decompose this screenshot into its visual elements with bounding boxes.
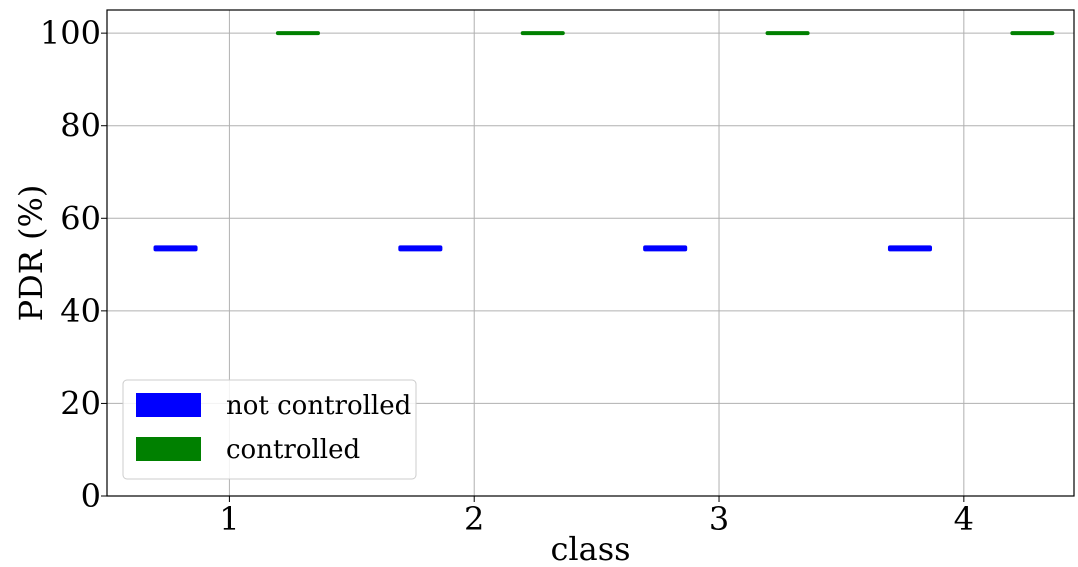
box-controlled-class-2	[520, 31, 565, 36]
legend-label-not-controlled: not controlled	[226, 391, 411, 421]
box-not-controlled-class-4	[887, 245, 933, 252]
y-tick-label: 20	[60, 384, 101, 422]
box-controlled-class-1	[275, 31, 320, 36]
x-axis-label: class	[550, 530, 630, 567]
plot-frame	[106, 9, 1075, 497]
data-marks	[153, 31, 1055, 252]
y-tick-label: 40	[60, 292, 101, 330]
tick-labels: 0 20 40 60 80 100 1 2 3 4	[40, 14, 974, 538]
box-controlled-class-3	[765, 31, 810, 36]
box-not-controlled-class-2	[398, 245, 443, 252]
legend-swatch-controlled	[136, 437, 201, 461]
box-not-controlled-class-3	[643, 245, 688, 252]
legend: not controlled controlled	[122, 379, 417, 480]
x-tick-label: 3	[709, 500, 729, 538]
x-tick-label: 2	[464, 500, 484, 538]
y-tick-label: 80	[60, 107, 101, 145]
y-axis-label: PDR (%)	[12, 185, 50, 322]
y-tick-label: 100	[40, 14, 101, 52]
y-tick-label: 60	[60, 199, 101, 237]
legend-label-controlled: controlled	[226, 435, 360, 465]
box-not-controlled-class-1	[153, 245, 198, 252]
x-tick-label: 4	[954, 500, 974, 538]
box-controlled-class-4	[1010, 31, 1055, 36]
legend-swatch-not-controlled	[136, 393, 201, 417]
y-tick-label: 0	[81, 477, 101, 515]
x-tick-label: 1	[219, 500, 239, 538]
